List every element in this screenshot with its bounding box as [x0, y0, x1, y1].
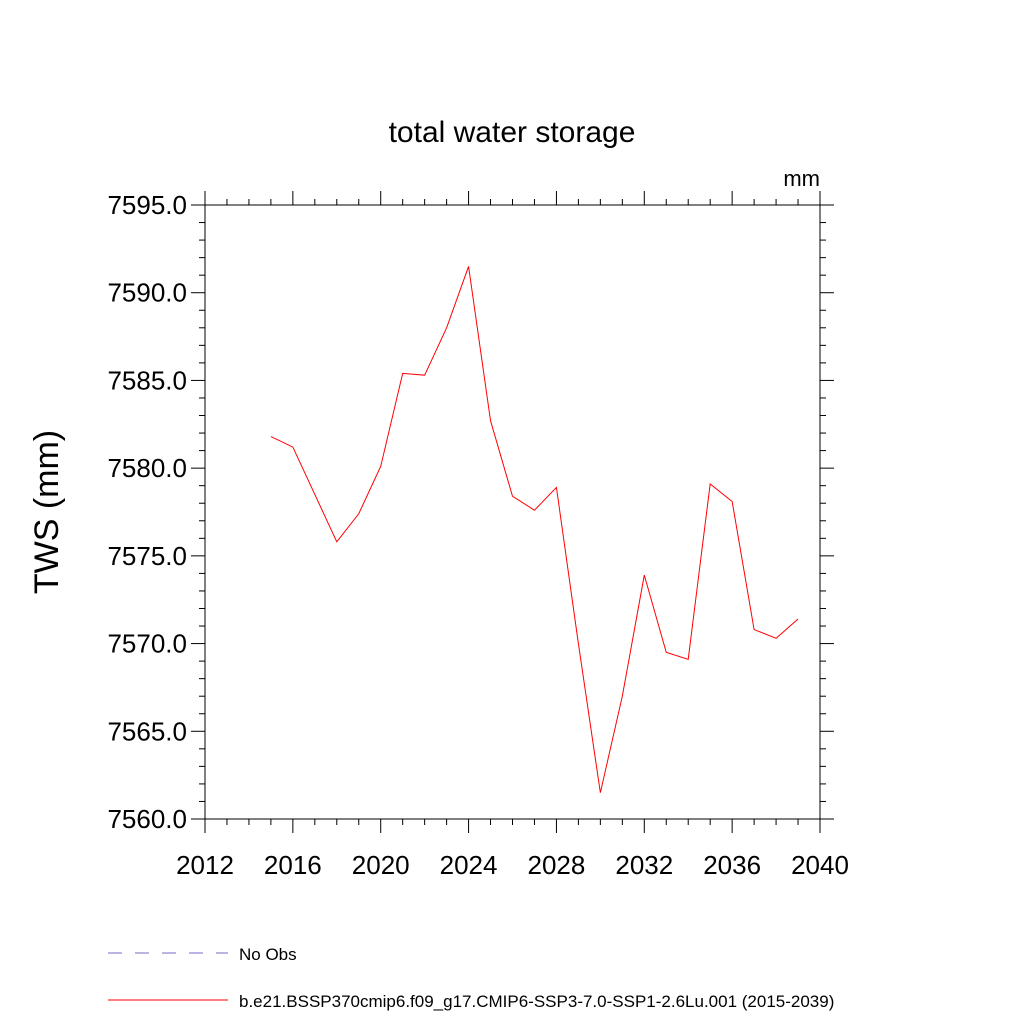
y-tick-label: 7575.0: [107, 541, 187, 571]
y-tick-label: 7590.0: [107, 278, 187, 308]
x-tick-label: 2028: [528, 850, 586, 880]
minor-ticks: [199, 199, 826, 825]
x-tick-label: 2040: [791, 850, 849, 880]
legend: No Obs b.e21.BSSP370cmip6.f09_g17.CMIP6-S…: [108, 945, 834, 1011]
chart-title: total water storage: [389, 116, 636, 149]
x-tick-label: 2024: [440, 850, 498, 880]
y-axis-label: TWS (mm): [28, 430, 66, 594]
x-tick-label: 2016: [264, 850, 322, 880]
major-ticks: [191, 191, 834, 833]
x-tick-label: 2032: [615, 850, 673, 880]
legend-label: No Obs: [239, 945, 297, 964]
y-tick-label: 7565.0: [107, 716, 187, 746]
y-tick-label: 7560.0: [107, 804, 187, 834]
x-tick-label: 2036: [703, 850, 761, 880]
y-tick-labels: 7560.0 7565.0 7570.0 7575.0 7580.0 7585.0 7590…: [107, 190, 187, 834]
series-layer: [270, 266, 799, 793]
plot-frame: [204, 204, 821, 820]
legend-label: b.e21.BSSP370cmip6.f09_g17.CMIP6-SSP3-7.…: [239, 992, 834, 1011]
y-tick-label: 7580.0: [107, 453, 187, 483]
y-tick-label: 7585.0: [107, 365, 187, 395]
x-tick-label: 2012: [176, 850, 234, 880]
series-line: [270, 266, 799, 793]
y-tick-label: 7570.0: [107, 629, 187, 659]
units-label: mm: [783, 166, 820, 191]
x-tick-labels: 2012 2016 2020 2024 2028 2032 2036 2040: [176, 850, 849, 880]
y-tick-label: 7595.0: [107, 190, 187, 220]
x-tick-label: 2020: [352, 850, 410, 880]
